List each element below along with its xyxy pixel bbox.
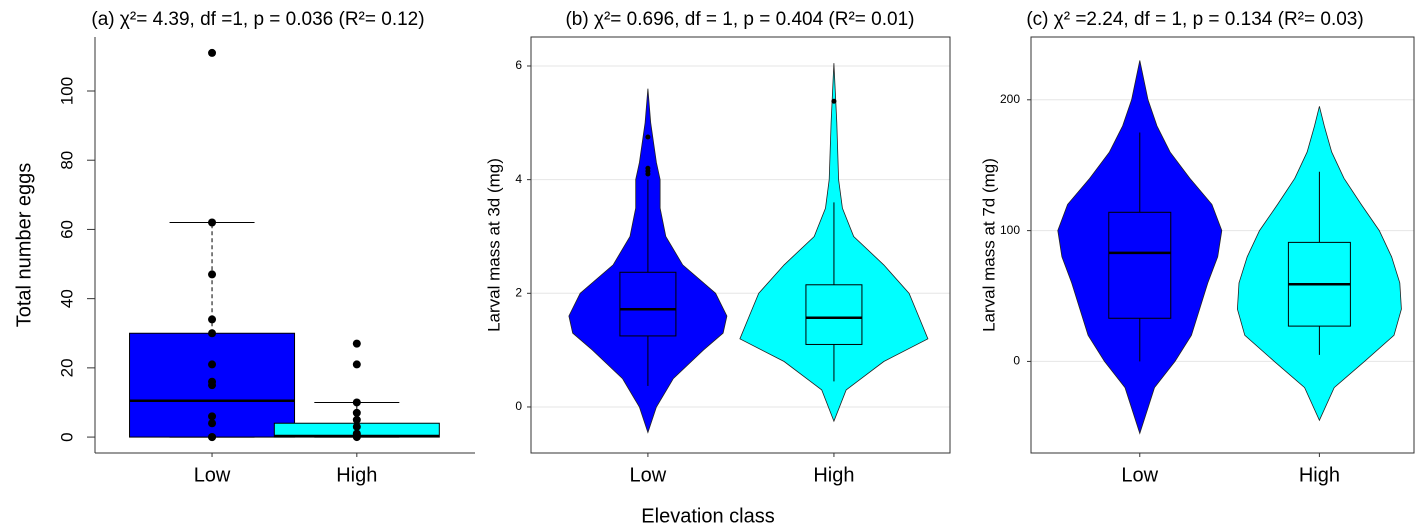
point (645, 134, 651, 140)
box (619, 271, 677, 337)
point (352, 408, 361, 417)
x-tick-label: Low (1121, 464, 1158, 486)
y-tick-label: 0 (57, 432, 76, 441)
point (352, 360, 361, 369)
box (1108, 211, 1172, 319)
point (208, 48, 217, 57)
y-tick-label: 100 (57, 77, 76, 105)
point (831, 98, 837, 104)
point (352, 415, 361, 424)
y-axis-label: Larval mass at 7d (mg) (979, 158, 998, 332)
y-tick-label: 2 (515, 285, 522, 299)
chart-title: (a) χ²= 4.39, df =1, p = 0.036 (R²= 0.12… (91, 9, 424, 30)
y-tick-label: 80 (57, 151, 76, 170)
panel-border (1030, 36, 1415, 454)
y-tick-label: 0 (515, 399, 522, 413)
point (208, 377, 217, 386)
y-axis-label: Total number eggs (13, 163, 35, 328)
point (352, 422, 361, 431)
point (208, 412, 217, 421)
point (208, 270, 217, 279)
panel: (b) χ²= 0.696, df = 1, p = 0.404 (R²= 0.… (484, 9, 951, 486)
y-tick-label: 200 (1000, 92, 1020, 106)
x-tick-label: Low (630, 464, 667, 486)
x-tick-label: High (336, 464, 377, 486)
x-tick-label: Low (194, 464, 231, 486)
point (208, 329, 217, 338)
point (352, 339, 361, 348)
y-tick-label: 6 (515, 58, 522, 72)
panel-border (530, 36, 951, 454)
point (208, 315, 217, 324)
box (805, 284, 863, 345)
y-tick-label: 4 (515, 172, 522, 186)
point (208, 419, 217, 428)
x-tick-label: High (813, 464, 854, 486)
y-tick-label: 20 (57, 358, 76, 377)
y-tick-label: 40 (57, 289, 76, 308)
x-axis-label: Elevation class (641, 505, 774, 527)
panel: (c) χ² =2.24, df = 1, p = 0.134 (R²= 0.0… (979, 9, 1415, 486)
point (352, 429, 361, 438)
y-tick-label: 60 (57, 220, 76, 239)
chart-title: (b) χ²= 0.696, df = 1, p = 0.404 (R²= 0.… (565, 9, 914, 30)
panel: (a) χ²= 4.39, df =1, p = 0.036 (R²= 0.12… (13, 9, 475, 486)
y-axis-label: Larval mass at 3d (mg) (484, 158, 503, 332)
point (352, 398, 361, 407)
point (208, 360, 217, 369)
y-tick-label: 100 (1000, 223, 1020, 237)
point (645, 165, 651, 171)
point (208, 433, 217, 442)
point (208, 218, 217, 227)
x-tick-label: High (1299, 464, 1340, 486)
chart-title: (c) χ² =2.24, df = 1, p = 0.134 (R²= 0.0… (1026, 9, 1363, 30)
y-tick-label: 0 (1013, 354, 1020, 368)
